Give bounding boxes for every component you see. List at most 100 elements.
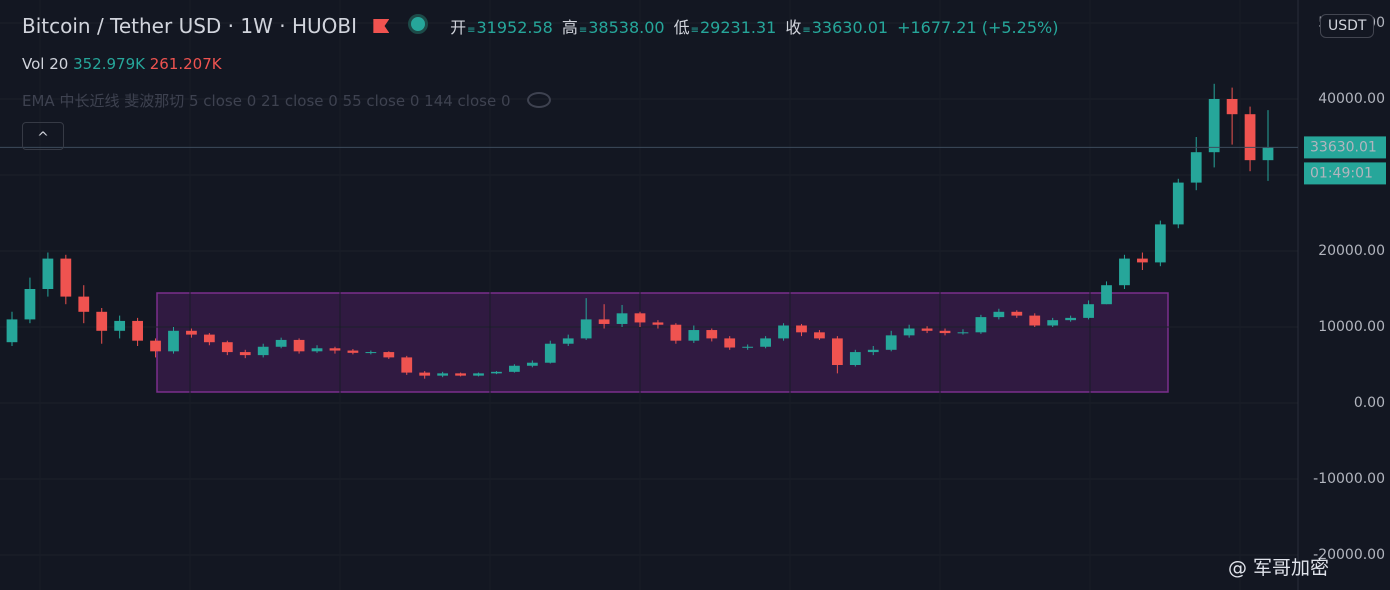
candle-body [509, 365, 520, 372]
watermark: @ 军哥加密 [1228, 557, 1330, 579]
candle-body [688, 330, 700, 341]
candle-body [239, 352, 251, 356]
candle-body [849, 352, 861, 366]
candle-body [24, 288, 36, 320]
candle-body [903, 328, 915, 336]
legend-value: 31952.58 [476, 18, 553, 37]
candle-body [921, 328, 933, 331]
candle-body [957, 332, 969, 334]
candle-body [993, 311, 1005, 318]
candle-body [1083, 304, 1094, 318]
last-price-box [1304, 136, 1386, 159]
candle-body [1065, 317, 1077, 321]
candle-body [1172, 182, 1184, 225]
candle-body [885, 335, 897, 350]
legend-value: 33630.01 [811, 18, 889, 37]
candle-body [1208, 98, 1220, 153]
candle-body [6, 319, 18, 343]
y-tick-label: -20000.00 [1313, 547, 1385, 563]
candle-body [652, 322, 664, 325]
candle-body [1262, 147, 1274, 161]
candle-body [526, 362, 538, 366]
candle-body [724, 338, 736, 348]
countdown-label: 01:49:01 [1310, 165, 1373, 181]
y-tick-label: 20000.00 [1318, 243, 1385, 259]
status-dot [407, 14, 428, 34]
candle-body [760, 338, 771, 347]
candle-body [1011, 311, 1023, 316]
candle-body [580, 319, 592, 339]
candle-body [401, 357, 413, 373]
legend-sep: ≡ [578, 25, 588, 36]
candle-body [491, 371, 502, 374]
candle-body [293, 339, 305, 352]
legend-label: 开 [450, 18, 467, 37]
candle-body [1119, 258, 1130, 286]
candle-body [203, 334, 215, 343]
candle-body [867, 349, 879, 353]
candle-body [186, 330, 197, 335]
candle-body [455, 373, 466, 376]
legend-sep: ≡ [467, 25, 476, 36]
candle-body [419, 372, 431, 376]
candle-body [1047, 320, 1059, 326]
legend-label: 高 [561, 18, 578, 37]
volume-label: Vol 20 [22, 55, 69, 73]
candle-body [168, 330, 179, 352]
legend-sep: ≡ [802, 25, 811, 36]
candle-body [1101, 285, 1112, 305]
candle-body [1226, 98, 1238, 115]
collapse-button[interactable]: ^ [22, 122, 64, 150]
candle-body [437, 373, 449, 376]
candle-body [329, 348, 341, 351]
legend-label: 收 [785, 18, 802, 37]
candle-body [383, 352, 395, 358]
flag-icon [373, 19, 390, 33]
y-tick-label: 10000.00 [1318, 319, 1385, 335]
candle-body [706, 330, 718, 339]
y-tick-label: -10000.00 [1313, 471, 1385, 487]
candle-body [939, 330, 951, 334]
volume-value: 261.207K [149, 55, 222, 73]
candle-body [221, 342, 233, 353]
candle-body [114, 320, 126, 331]
legend-change: +1677.21 (+5.25%) [897, 18, 1059, 37]
candle-body [742, 346, 754, 348]
header: Bitcoin / Tether USD · 1W · HUOBI 开≡3195… [22, 14, 1058, 38]
chart-title: Bitcoin / Tether USD · 1W · HUOBI [22, 14, 357, 38]
legend-value: 38538.00 [588, 18, 665, 37]
volume-legend: Vol 20 352.979K 261.207K [22, 55, 222, 73]
candle-body [132, 320, 143, 341]
candle-body [1244, 114, 1256, 161]
candle-body [598, 319, 610, 324]
y-tick-label: 40000.00 [1318, 91, 1385, 107]
indicator-label: EMA 中长近线 斐波那切 5 close 0 21 close 0 55 cl… [22, 92, 511, 110]
legend-value: 29231.31 [699, 18, 777, 37]
candle-body [814, 332, 825, 339]
candle-body [544, 343, 556, 363]
candle-body [365, 352, 377, 354]
candle-body [311, 348, 323, 352]
candle-body [1137, 258, 1148, 263]
candle-body [150, 340, 161, 352]
candle-body [562, 338, 574, 344]
indicator-legend: EMA 中长近线 斐波那切 5 close 0 21 close 0 55 cl… [22, 90, 552, 111]
candle-body [616, 313, 628, 324]
candle-body [778, 325, 789, 339]
candle-body [275, 339, 287, 347]
candle-body [347, 350, 359, 353]
candle-body [78, 296, 90, 312]
legend-sep: ≡ [690, 25, 699, 36]
candle-body [975, 317, 987, 333]
candle-body [1154, 224, 1166, 263]
ohlc-legend: 开≡31952.58 高≡38538.00 低≡29231.31 收≡33630.01… [450, 18, 1058, 37]
hide-icon[interactable] [527, 92, 552, 108]
candle-body [670, 324, 682, 341]
candle-body [96, 311, 108, 331]
candle-body [831, 338, 843, 366]
currency-button[interactable]: USDT [1320, 14, 1375, 38]
candle-body [634, 313, 646, 323]
candle-body [60, 258, 72, 297]
